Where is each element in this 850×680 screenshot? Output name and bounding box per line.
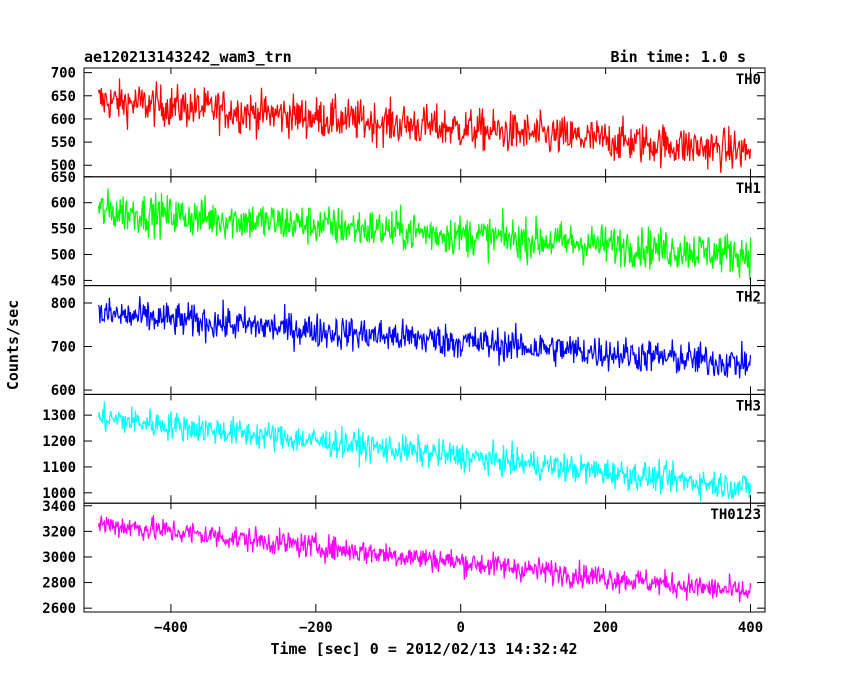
x-tick-label: 400 — [738, 620, 763, 636]
y-tick-label: 1000 — [42, 486, 76, 502]
y-tick-label: 800 — [51, 296, 76, 312]
y-tick-label: 500 — [51, 248, 76, 264]
y-tick-label: 500 — [51, 158, 76, 174]
series-line-th3 — [97, 401, 752, 502]
y-tick-label: 600 — [51, 196, 76, 212]
panel-th0: 500 550 600 650 700 TH0 — [51, 66, 766, 178]
panel-frame — [83, 502, 766, 613]
bin-time-label: Bin time: 1.0 s — [611, 48, 746, 66]
series-line-th1 — [97, 188, 752, 280]
y-tick-label: 600 — [51, 112, 76, 128]
y-tick-label: 650 — [51, 89, 76, 105]
x-axis-label: Time [sec] 0 = 2012/02/13 14:32:42 — [270, 640, 577, 658]
panel-label-th0123: TH0123 — [710, 507, 761, 523]
y-tick-label: 650 — [51, 170, 76, 186]
y-tick-label: 1100 — [42, 460, 76, 476]
panel-label-th1: TH1 — [736, 181, 761, 197]
y-tick-label: 700 — [51, 340, 76, 356]
panel-label-th3: TH3 — [736, 398, 761, 414]
panel-th2: 600 700 800 TH2 — [51, 285, 766, 399]
y-tick-label: 1300 — [42, 408, 76, 424]
y-tick-label: 450 — [51, 273, 76, 289]
y-tick-label: 3200 — [42, 524, 76, 540]
x-tick-label: −400 — [154, 620, 188, 636]
y-axis-label: Counts/sec — [4, 300, 22, 390]
panel-th3: 1000 1100 1200 1300 TH3 — [42, 393, 766, 504]
series-line-th0123 — [97, 514, 752, 603]
y-tick-label: 3000 — [42, 550, 76, 566]
y-tick-label: 1200 — [42, 434, 76, 450]
panels-group: 500 550 600 650 700 TH0 450 500 550 600 650 TH1 600 7… — [42, 66, 766, 617]
x-tick-label: 0 — [457, 620, 465, 636]
y-tick-label: 550 — [51, 222, 76, 238]
series-line-th2 — [97, 296, 752, 379]
y-tick-label: 2600 — [42, 601, 76, 617]
panel-th1: 450 500 550 600 650 TH1 — [51, 170, 766, 289]
y-tick-label: 700 — [51, 66, 76, 82]
x-tick-label: −200 — [299, 620, 333, 636]
series-line-th0 — [97, 78, 752, 174]
y-tick-label: 550 — [51, 135, 76, 151]
panel-label-th2: TH2 — [736, 290, 761, 306]
panel-label-th0: TH0 — [736, 72, 761, 88]
y-tick-label: 2800 — [42, 576, 76, 592]
panel-th0123: 2600 2800 3000 3200 3400 TH0123 — [42, 499, 766, 617]
x-axis: −400 −200 0 200 400 — [154, 620, 763, 636]
y-tick-label: 3400 — [42, 499, 76, 515]
x-tick-label: 200 — [593, 620, 618, 636]
y-tick-label: 600 — [51, 383, 76, 399]
file-name-title: ae120213143242_wam3_trn — [84, 48, 292, 66]
